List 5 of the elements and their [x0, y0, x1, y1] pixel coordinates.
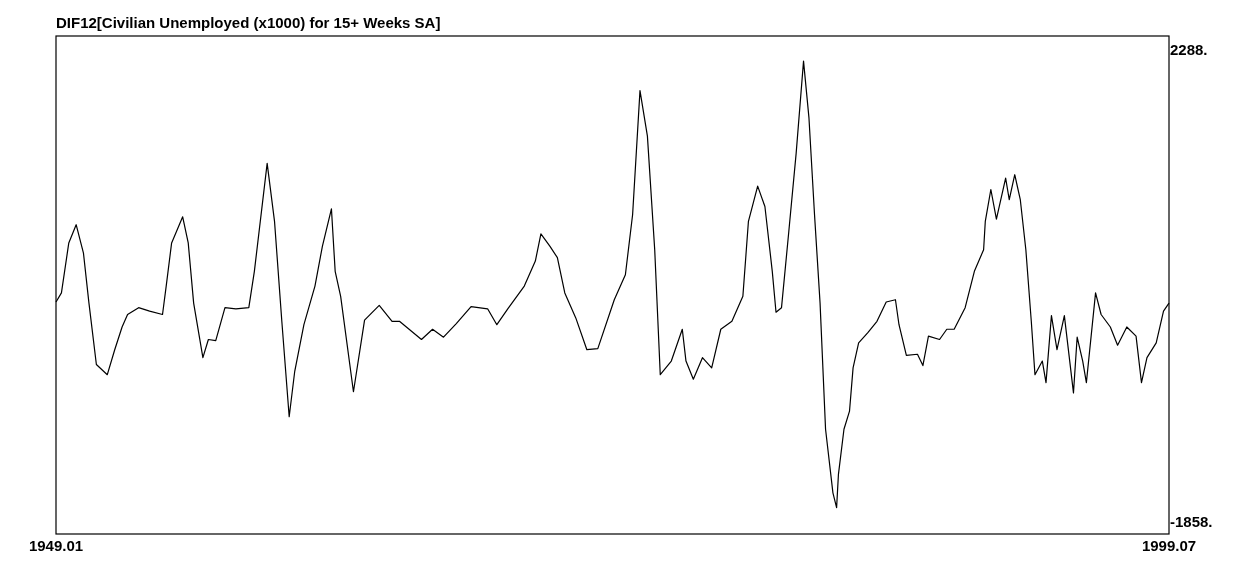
y-tick-label: -1858.: [1170, 512, 1213, 530]
y-tick-label: 2288.: [1170, 41, 1208, 59]
chart-title: DIF12[Civilian Unemployed (x1000) for 15+ Weeks SA]: [56, 14, 441, 31]
x-tick-label: 1999.07: [1141, 537, 1197, 554]
x-tick-label: 1949.01: [28, 537, 84, 554]
